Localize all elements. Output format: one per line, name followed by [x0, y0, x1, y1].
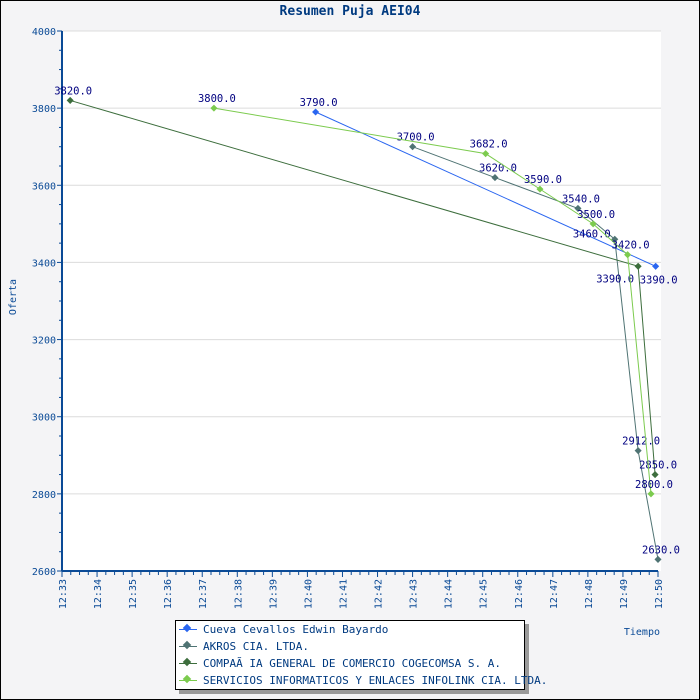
data-label: 2912.0 — [622, 436, 660, 448]
legend-label: Cueva Cevallos Edwin Bayardo — [203, 623, 389, 636]
data-point — [409, 143, 417, 151]
legend-label: AKROS CIA. LTDA. — [203, 640, 309, 653]
y-tick-label: 3400 — [32, 258, 56, 269]
data-point — [574, 204, 582, 212]
x-tick-label: 12:42 — [374, 579, 385, 609]
data-point — [634, 262, 642, 270]
y-axis-label: Oferta — [8, 279, 19, 315]
y-tick-label: 3600 — [32, 181, 56, 192]
x-tick-label: 12:37 — [198, 579, 209, 609]
data-label: 3390.0 — [596, 273, 634, 285]
legend-item: Cueva Cevallos Edwin Bayardo — [176, 621, 524, 638]
x-tick-label: 12:39 — [268, 579, 279, 609]
y-tick-label: 2800 — [32, 490, 56, 501]
data-point — [536, 185, 544, 193]
data-point — [652, 262, 660, 270]
x-tick-label: 12:41 — [338, 579, 349, 609]
data-label: 2850.0 — [639, 460, 677, 472]
legend-marker-icon — [179, 623, 197, 633]
x-tick-label: 12:44 — [444, 579, 455, 609]
x-tick-label: 12:48 — [584, 579, 595, 609]
data-label: 2630.0 — [642, 544, 680, 556]
data-point — [312, 108, 320, 116]
x-tick-label: 12:49 — [619, 579, 630, 609]
data-label: 3682.0 — [470, 139, 508, 151]
data-label: 3590.0 — [524, 174, 562, 186]
legend-marker-icon — [179, 657, 197, 667]
x-tick-label: 12:45 — [479, 579, 490, 609]
x-tick-label: 12:38 — [233, 579, 244, 609]
x-tick-label: 12:35 — [128, 579, 139, 609]
legend-marker-icon — [179, 674, 197, 684]
x-tick-label: 12:47 — [549, 579, 560, 609]
x-tick-label: 12:40 — [303, 579, 314, 609]
y-tick-label: 3800 — [32, 104, 56, 115]
data-point — [66, 96, 74, 104]
x-tick-label: 12:33 — [58, 579, 69, 609]
data-label: 3620.0 — [479, 163, 517, 175]
data-label: 3820.0 — [54, 85, 92, 97]
data-label: 3800.0 — [198, 93, 236, 105]
series-line-3 — [213, 107, 652, 494]
plot-background — [62, 31, 661, 571]
data-label: 3540.0 — [562, 193, 600, 205]
data-point — [589, 220, 597, 228]
x-tick-label: 12:46 — [514, 579, 525, 609]
data-point — [491, 174, 499, 182]
y-tick-label: 4000 — [32, 27, 56, 38]
data-label: 3500.0 — [577, 209, 615, 221]
data-point — [210, 104, 218, 112]
legend-marker-icon — [179, 640, 197, 650]
y-tick-label: 3000 — [32, 413, 56, 424]
legend-label: SERVICIOS INFORMATICOS Y ENLACES INFOLIN… — [203, 674, 548, 687]
data-point — [482, 150, 490, 158]
y-tick-label: 3200 — [32, 336, 56, 347]
x-tick-label: 12:43 — [409, 579, 420, 609]
x-axis-label: Tiempo — [624, 627, 660, 638]
data-point — [647, 490, 655, 498]
data-point — [651, 471, 659, 479]
data-label: 2800.0 — [635, 479, 673, 491]
data-label: 3420.0 — [612, 240, 650, 252]
data-point — [634, 447, 642, 455]
series-line-0 — [315, 111, 656, 267]
legend-item: AKROS CIA. LTDA. — [176, 638, 524, 655]
y-tick-label: 2600 — [32, 567, 56, 578]
legend-item: COMPAÃ IA GENERAL DE COMERCIO COGECOMSA … — [176, 655, 524, 672]
legend-label: COMPAÃ IA GENERAL DE COMERCIO COGECOMSA … — [203, 657, 502, 670]
x-tick-label: 12:50 — [654, 579, 665, 609]
chart-title: Resumen Puja AEI04 — [279, 4, 421, 19]
x-tick-label: 12:36 — [163, 579, 174, 609]
data-label: 3390.0 — [640, 274, 678, 286]
legend-item: SERVICIOS INFORMATICOS Y ENLACES INFOLIN… — [176, 672, 547, 689]
x-tick-label: 12:34 — [93, 579, 104, 609]
data-label: 3790.0 — [300, 97, 338, 109]
data-point — [624, 251, 632, 259]
data-point — [654, 555, 662, 563]
legend: Cueva Cevallos Edwin Bayardo AKROS CIA. L… — [175, 620, 547, 690]
